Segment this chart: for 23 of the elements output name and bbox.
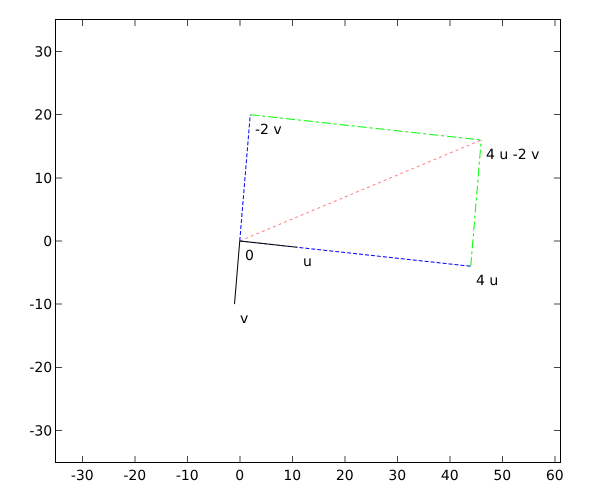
x-tick-label: -20 <box>123 468 146 484</box>
annotation: 0 <box>245 248 254 264</box>
y-tick-label: 20 <box>34 108 52 124</box>
annotation: 4 u -2 v <box>486 147 540 163</box>
x-tick-label: -30 <box>70 468 94 484</box>
x-tick-label: 20 <box>336 468 354 484</box>
x-tick-label: 40 <box>440 468 459 484</box>
annotation: 4 u <box>476 273 498 289</box>
y-tick-label: 30 <box>34 44 52 60</box>
x-tick-label: -10 <box>176 468 199 484</box>
annotation: -2 v <box>255 122 282 138</box>
x-tick-label: 30 <box>388 468 406 484</box>
annotation: v <box>240 311 248 327</box>
x-tick-label: 0 <box>235 468 244 484</box>
y-tick-label: -20 <box>29 360 52 376</box>
y-tick-label: 0 <box>43 234 52 250</box>
y-tick-label: -30 <box>29 423 52 440</box>
y-tick-label: 10 <box>34 170 52 187</box>
annotation: u <box>303 254 312 270</box>
y-tick-label: -10 <box>29 297 52 314</box>
x-tick-label: 10 <box>283 468 302 484</box>
x-tick-label: 60 <box>546 468 564 484</box>
x-tick-label: 50 <box>493 468 512 484</box>
